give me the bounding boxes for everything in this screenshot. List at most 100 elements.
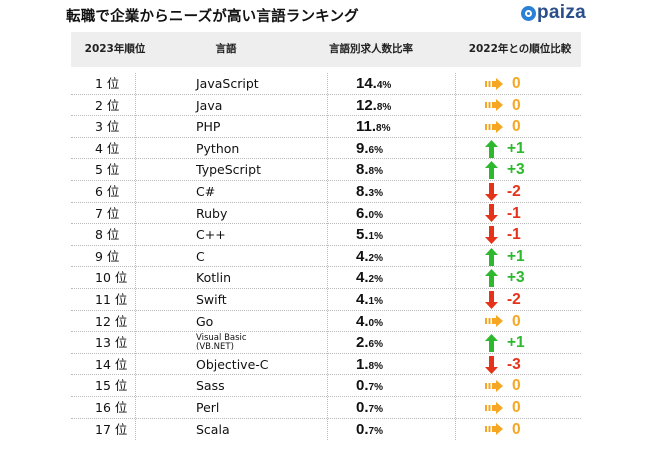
language-cell: Objective-C: [196, 356, 269, 372]
rate-cell: 0.7%: [356, 419, 383, 443]
rate-decimal: 4%: [376, 80, 392, 91]
table-row: 9 位 C 4.2% +1: [71, 246, 581, 268]
rate-decimal: 7%: [368, 382, 383, 394]
language-cell: JavaScript: [196, 76, 259, 91]
table-row: 14 位 Objective-C 1.8% -3: [71, 354, 581, 376]
rate-integer: 4.: [356, 269, 369, 287]
language-cell: Ruby: [196, 205, 228, 221]
up-arrow-icon: [485, 247, 498, 266]
table-row: 11 位 Swift 4.1% -2: [71, 289, 581, 311]
right-arrow-icon: [485, 380, 503, 393]
language-cell: Sass: [196, 378, 225, 394]
language-cell: C: [196, 248, 205, 264]
rank-cell: 1 位: [95, 76, 120, 91]
up-arrow-icon: [485, 139, 498, 158]
rate-integer: 0.: [356, 398, 369, 416]
right-arrow-icon: [485, 99, 503, 112]
header-rank: 2023年順位: [84, 43, 146, 55]
language-cell: Swift: [196, 291, 227, 307]
rank-delta: +1: [507, 334, 525, 352]
rate-decimal: 8%: [368, 360, 383, 372]
column-divider: [135, 73, 136, 440]
rate-cell: 6.0%: [356, 203, 383, 227]
rate-integer: 12.: [356, 96, 377, 114]
language-line: Visual Basic: [196, 332, 247, 343]
rank-cell: 2 位: [95, 97, 120, 113]
rate-decimal: 0%: [368, 317, 383, 329]
rate-integer: 2.: [356, 334, 369, 352]
rate-cell: 4.2%: [356, 267, 383, 291]
table-row: 15 位 Sass 0.7% 0: [71, 375, 581, 397]
rate-integer: 14.: [356, 75, 377, 92]
paiza-logo-icon: [521, 5, 536, 21]
rank-delta: -2: [507, 182, 521, 200]
rate-integer: 8.: [356, 161, 369, 179]
rate-decimal: 6%: [368, 144, 383, 156]
rate-decimal: 1%: [368, 295, 383, 307]
right-arrow-icon: [485, 120, 503, 133]
rate-decimal: 2%: [368, 252, 383, 264]
rank-delta: +1: [507, 139, 525, 157]
language-cell: C#: [196, 183, 216, 199]
rate-cell: 4.2%: [356, 246, 383, 270]
rate-integer: 4.: [356, 290, 369, 308]
rate-decimal: 8%: [376, 101, 392, 113]
table-row: 12 位 Go 4.0% 0: [71, 311, 581, 333]
right-arrow-icon: [485, 77, 503, 90]
rank-delta: 0: [512, 398, 521, 416]
up-arrow-icon: [485, 269, 498, 288]
table-row: 13 位 Visual Basic (VB.NET) 2.6% +1: [71, 332, 581, 354]
down-arrow-icon: [485, 290, 498, 309]
up-arrow-icon: [485, 333, 498, 352]
change-cell: 0: [485, 311, 521, 333]
rate-cell: 4.1%: [356, 289, 383, 313]
rank-delta: 0: [512, 96, 521, 114]
change-cell: -1: [485, 203, 521, 225]
column-divider: [327, 73, 328, 440]
table-row: 2 位 Java 12.8% 0: [71, 95, 581, 117]
change-cell: -2: [485, 289, 521, 311]
right-arrow-icon: [485, 315, 503, 328]
rate-integer: 11.: [356, 118, 377, 136]
header-language: 言語: [215, 43, 237, 55]
rank-delta: -2: [507, 290, 521, 308]
rank-delta: -3: [507, 355, 521, 373]
change-cell: 0: [485, 116, 521, 138]
table-row: 1 位 JavaScript 14.4% 0: [71, 73, 581, 95]
rate-integer: 8.: [356, 182, 369, 200]
rate-cell: 0.7%: [356, 375, 383, 399]
rate-decimal: 7%: [368, 403, 383, 415]
rate-decimal: 8%: [368, 166, 383, 178]
brand-name: paiza: [537, 2, 587, 23]
rank-cell: 12 位: [95, 313, 128, 329]
rank-cell: 16 位: [95, 399, 128, 415]
table-row: 10 位 Kotlin 4.2% +3: [71, 267, 581, 289]
change-cell: -2: [485, 181, 521, 203]
change-cell: 0: [485, 375, 521, 397]
rate-integer: 4.: [356, 247, 369, 265]
table-row: 8 位 C++ 5.1% -1: [71, 224, 581, 246]
change-cell: +1: [485, 138, 525, 160]
rate-cell: 9.6%: [356, 138, 383, 162]
rank-cell: 17 位: [95, 421, 128, 437]
rank-cell: 10 位: [95, 270, 128, 286]
down-arrow-icon: [485, 355, 498, 374]
rank-delta: +1: [507, 247, 525, 265]
down-arrow-icon: [485, 225, 498, 244]
rate-cell: 4.0%: [356, 311, 383, 335]
rate-integer: 0.: [356, 420, 369, 438]
table-row: 6 位 C# 8.3% -2: [71, 181, 581, 203]
header-rate: 言語別求人数比率: [329, 43, 413, 55]
rank-cell: 3 位: [95, 119, 120, 135]
down-arrow-icon: [485, 182, 498, 201]
change-cell: +1: [485, 246, 525, 268]
language-cell: TypeScript: [196, 162, 261, 178]
rank-cell: 5 位: [95, 162, 120, 178]
rate-integer: 1.: [356, 355, 369, 373]
down-arrow-icon: [485, 204, 498, 223]
column-divider: [455, 73, 456, 440]
language-cell: Perl: [196, 399, 220, 415]
right-arrow-icon: [485, 401, 503, 414]
rate-decimal: 8%: [376, 123, 391, 135]
rate-decimal: 6%: [368, 339, 383, 351]
